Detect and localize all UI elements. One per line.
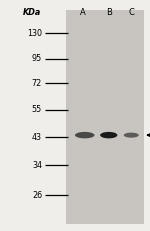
Ellipse shape bbox=[100, 132, 117, 138]
Text: 95: 95 bbox=[32, 55, 42, 63]
Ellipse shape bbox=[124, 133, 139, 138]
Text: KDa: KDa bbox=[23, 8, 42, 17]
Bar bbox=[66, 10, 144, 224]
Text: 130: 130 bbox=[27, 29, 42, 38]
Text: 55: 55 bbox=[32, 105, 42, 114]
Text: C: C bbox=[128, 8, 134, 17]
Text: 72: 72 bbox=[32, 79, 42, 88]
Text: 26: 26 bbox=[32, 191, 42, 200]
Ellipse shape bbox=[75, 132, 94, 138]
Text: A: A bbox=[80, 8, 86, 17]
Text: B: B bbox=[106, 8, 112, 17]
Text: 43: 43 bbox=[32, 133, 42, 142]
Text: 34: 34 bbox=[32, 161, 42, 170]
